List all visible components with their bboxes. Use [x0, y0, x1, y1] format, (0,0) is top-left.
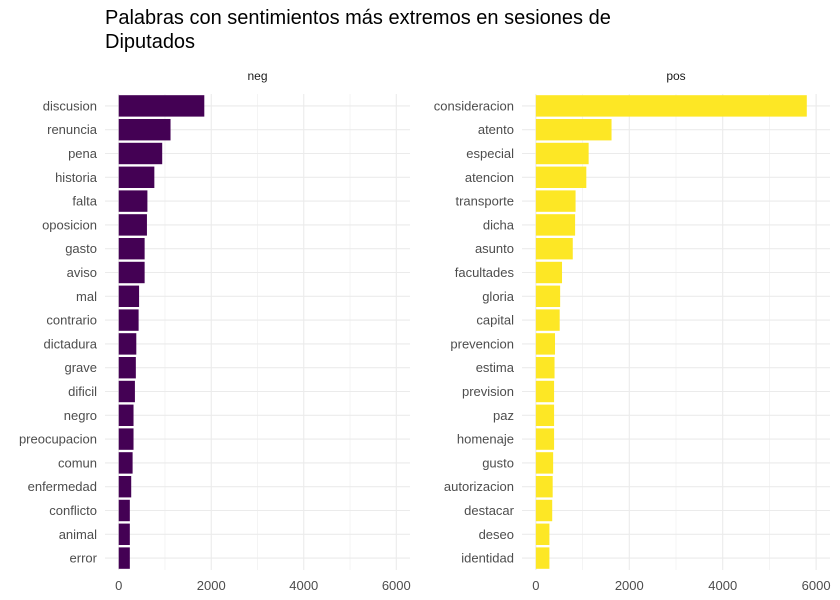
bar-pos-destacar: [535, 499, 553, 522]
facet-label-neg: neg: [247, 69, 267, 83]
bar-neg-pena: [118, 142, 163, 165]
y-tick-label: prevision: [462, 384, 514, 399]
y-tick-label: renuncia: [47, 122, 98, 137]
y-tick-label: dicha: [483, 217, 515, 232]
y-tick-label: oposicion: [42, 217, 97, 232]
y-tick-label: mal: [76, 289, 97, 304]
y-tick-label: gloria: [482, 289, 515, 304]
bar-neg-negro: [118, 404, 134, 427]
y-tick-label: preocupacion: [19, 432, 97, 447]
y-tick-label: autorizacion: [444, 479, 514, 494]
y-tick-label: atento: [478, 122, 514, 137]
y-tick-label: error: [70, 551, 98, 566]
bar-pos-especial: [535, 142, 589, 165]
y-tick-label: gusto: [482, 455, 514, 470]
bar-pos-prevision: [535, 380, 555, 403]
y-tick-label: capital: [476, 313, 514, 328]
bar-neg-falta: [118, 190, 148, 212]
x-tick-label: 0: [115, 578, 122, 593]
y-tick-label: atencion: [465, 170, 514, 185]
bar-neg-error: [118, 547, 130, 569]
y-tick-label: animal: [59, 527, 97, 542]
bar-neg-historia: [118, 166, 155, 189]
panel-pos: pos consideracion atento especial atencion tr…: [434, 69, 831, 593]
bar-pos-homenaje: [535, 428, 555, 450]
y-tick-label: estima: [476, 360, 515, 375]
y-tick-label: historia: [55, 170, 98, 185]
x-tick-label: 2000: [615, 578, 644, 593]
bar-neg-enfermedad: [118, 475, 132, 498]
y-tick-label: deseo: [479, 527, 514, 542]
bar-pos-identidad: [535, 547, 550, 569]
y-tick-label: aviso: [67, 265, 97, 280]
bar-neg-discusion: [118, 95, 205, 117]
y-tick-label: consideracion: [434, 98, 514, 113]
bar-neg-comun: [118, 452, 133, 474]
y-tick-label: comun: [58, 455, 97, 470]
bar-neg-animal: [118, 523, 130, 546]
bar-pos-transporte: [535, 190, 576, 212]
y-tick-label: contrario: [46, 313, 97, 328]
bar-pos-asunto: [535, 237, 573, 260]
y-tick-label: facultades: [455, 265, 515, 280]
bar-neg-dificil: [118, 380, 135, 403]
bar-pos-facultades: [535, 261, 563, 284]
y-tick-label: homenaje: [457, 432, 514, 447]
y-tick-label: prevencion: [450, 336, 514, 351]
bar-pos-gloria: [535, 285, 561, 308]
bar-pos-deseo: [535, 523, 550, 546]
bar-pos-prevencion: [535, 333, 556, 355]
bar-pos-atento: [535, 118, 612, 141]
x-tick-label: 0: [532, 578, 539, 593]
bar-neg-gasto: [118, 237, 145, 260]
bar-pos-gusto: [535, 452, 554, 474]
bar-neg-contrario: [118, 309, 139, 331]
x-tick-label: 4000: [708, 578, 737, 593]
x-tick-label: 4000: [289, 578, 318, 593]
y-tick-label: pena: [68, 146, 98, 161]
bar-pos-consideracion: [535, 95, 807, 117]
y-tick-label: paz: [493, 408, 514, 423]
bar-neg-dictadura: [118, 333, 137, 355]
bar-neg-preocupacion: [118, 428, 134, 450]
y-tick-label: transporte: [455, 194, 514, 209]
bar-neg-aviso: [118, 261, 145, 284]
x-tick-label: 6000: [382, 578, 411, 593]
y-tick-label: negro: [64, 408, 97, 423]
y-tick-label: destacar: [464, 503, 515, 518]
x-tick-label: 6000: [802, 578, 831, 593]
y-tick-label: conflicto: [49, 503, 97, 518]
bar-neg-renuncia: [118, 118, 171, 141]
y-tick-label: asunto: [475, 241, 514, 256]
bar-pos-paz: [535, 404, 555, 427]
panel-neg: neg discusion renuncia pena historia falta opo…: [19, 69, 411, 593]
bar-pos-atencion: [535, 166, 587, 189]
x-tick-label: 2000: [197, 578, 226, 593]
bar-pos-estima: [535, 356, 555, 379]
y-tick-label: gasto: [65, 241, 97, 256]
y-tick-label: especial: [466, 146, 514, 161]
bar-pos-capital: [535, 309, 560, 331]
y-tick-label: identidad: [461, 551, 514, 566]
y-tick-label: dictadura: [44, 336, 98, 351]
bar-neg-mal: [118, 285, 140, 308]
y-tick-label: dificil: [68, 384, 97, 399]
y-tick-label: grave: [64, 360, 97, 375]
y-tick-label: enfermedad: [28, 479, 97, 494]
y-tick-label: discusion: [43, 98, 97, 113]
bar-pos-dicha: [535, 214, 576, 236]
chart-title: Palabras con sentimientos más extremos e…: [105, 7, 611, 53]
bar-neg-oposicion: [118, 214, 147, 236]
facet-label-pos: pos: [666, 69, 685, 83]
bar-neg-conflicto: [118, 499, 130, 522]
bar-neg-grave: [118, 356, 136, 379]
y-tick-label: falta: [72, 194, 97, 209]
bar-pos-autorizacion: [535, 475, 553, 498]
